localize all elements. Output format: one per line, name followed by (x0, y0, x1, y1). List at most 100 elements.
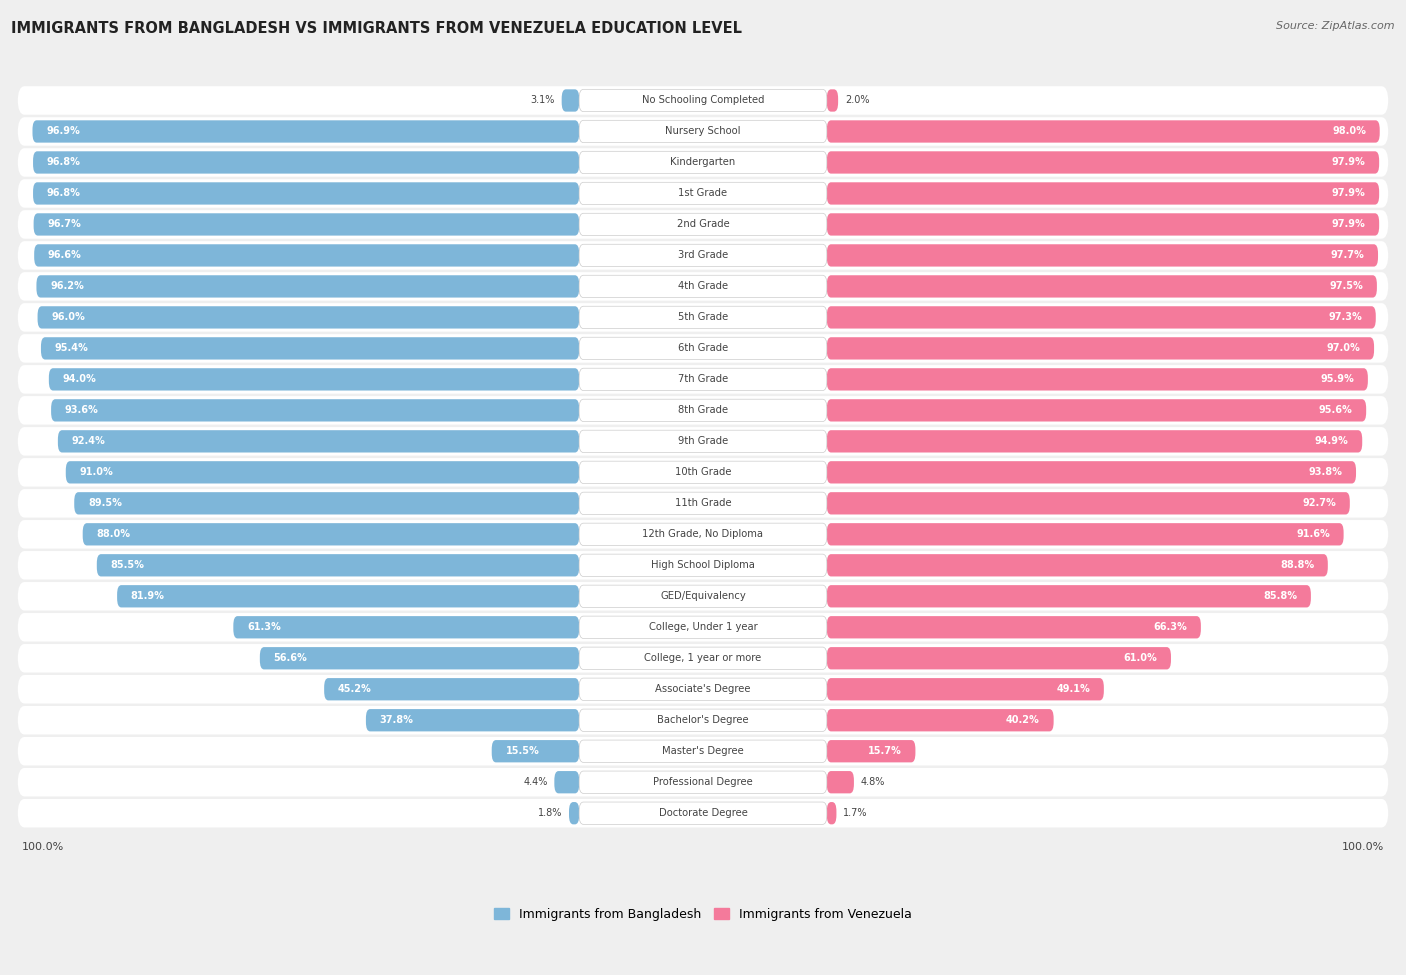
FancyBboxPatch shape (260, 647, 579, 670)
FancyBboxPatch shape (18, 582, 1388, 610)
FancyBboxPatch shape (18, 799, 1388, 828)
FancyBboxPatch shape (579, 214, 827, 236)
Text: 97.3%: 97.3% (1329, 312, 1362, 323)
FancyBboxPatch shape (58, 430, 579, 452)
Text: GED/Equivalency: GED/Equivalency (661, 591, 745, 602)
FancyBboxPatch shape (41, 337, 579, 360)
FancyBboxPatch shape (233, 616, 579, 639)
Text: 94.9%: 94.9% (1315, 437, 1348, 447)
FancyBboxPatch shape (18, 117, 1388, 145)
Text: 61.0%: 61.0% (1123, 653, 1157, 663)
FancyBboxPatch shape (827, 151, 1379, 174)
Text: High School Diploma: High School Diploma (651, 561, 755, 570)
Text: 1.8%: 1.8% (537, 808, 562, 818)
FancyBboxPatch shape (18, 737, 1388, 765)
FancyBboxPatch shape (579, 492, 827, 515)
FancyBboxPatch shape (827, 524, 1344, 545)
FancyBboxPatch shape (827, 461, 1355, 484)
Text: 97.0%: 97.0% (1327, 343, 1361, 353)
FancyBboxPatch shape (579, 771, 827, 794)
FancyBboxPatch shape (18, 148, 1388, 176)
FancyBboxPatch shape (579, 90, 827, 111)
Text: 49.1%: 49.1% (1056, 684, 1090, 694)
Text: Nursery School: Nursery School (665, 127, 741, 136)
Text: 93.6%: 93.6% (65, 406, 98, 415)
Text: 97.9%: 97.9% (1331, 219, 1365, 229)
FancyBboxPatch shape (579, 337, 827, 360)
Text: 97.9%: 97.9% (1331, 188, 1365, 199)
Text: 56.6%: 56.6% (274, 653, 308, 663)
FancyBboxPatch shape (579, 585, 827, 607)
FancyBboxPatch shape (827, 369, 1368, 391)
FancyBboxPatch shape (827, 214, 1379, 236)
FancyBboxPatch shape (579, 151, 827, 174)
FancyBboxPatch shape (579, 678, 827, 700)
FancyBboxPatch shape (579, 524, 827, 545)
Text: 7th Grade: 7th Grade (678, 374, 728, 384)
FancyBboxPatch shape (827, 554, 1327, 576)
Text: College, 1 year or more: College, 1 year or more (644, 653, 762, 663)
Text: 93.8%: 93.8% (1309, 467, 1343, 478)
Text: 94.0%: 94.0% (63, 374, 97, 384)
FancyBboxPatch shape (18, 644, 1388, 673)
Text: 96.9%: 96.9% (46, 127, 80, 136)
FancyBboxPatch shape (18, 303, 1388, 332)
Text: 88.8%: 88.8% (1279, 561, 1315, 570)
Text: 85.5%: 85.5% (111, 561, 145, 570)
Text: 37.8%: 37.8% (380, 716, 413, 725)
FancyBboxPatch shape (18, 86, 1388, 115)
FancyBboxPatch shape (827, 90, 838, 111)
Text: 8th Grade: 8th Grade (678, 406, 728, 415)
FancyBboxPatch shape (579, 430, 827, 452)
Text: 100.0%: 100.0% (1341, 842, 1384, 852)
Text: 4th Grade: 4th Grade (678, 282, 728, 292)
FancyBboxPatch shape (827, 182, 1379, 205)
Text: 40.2%: 40.2% (1007, 716, 1040, 725)
Text: Master's Degree: Master's Degree (662, 746, 744, 757)
FancyBboxPatch shape (18, 675, 1388, 704)
Text: 96.0%: 96.0% (52, 312, 86, 323)
Text: Bachelor's Degree: Bachelor's Degree (657, 716, 749, 725)
FancyBboxPatch shape (18, 613, 1388, 642)
FancyBboxPatch shape (579, 647, 827, 670)
Text: 92.7%: 92.7% (1302, 498, 1336, 508)
Text: 15.5%: 15.5% (506, 746, 540, 757)
Text: 96.8%: 96.8% (46, 157, 80, 168)
FancyBboxPatch shape (34, 245, 579, 266)
Text: 95.6%: 95.6% (1319, 406, 1353, 415)
Text: Professional Degree: Professional Degree (654, 777, 752, 787)
FancyBboxPatch shape (18, 241, 1388, 270)
FancyBboxPatch shape (827, 740, 915, 762)
Text: 96.6%: 96.6% (48, 251, 82, 260)
FancyBboxPatch shape (18, 427, 1388, 455)
Text: 66.3%: 66.3% (1153, 622, 1187, 632)
Text: 3.1%: 3.1% (530, 96, 555, 105)
FancyBboxPatch shape (18, 768, 1388, 797)
FancyBboxPatch shape (34, 182, 579, 205)
FancyBboxPatch shape (827, 616, 1201, 639)
FancyBboxPatch shape (18, 489, 1388, 518)
Text: 97.7%: 97.7% (1330, 251, 1364, 260)
FancyBboxPatch shape (579, 120, 827, 142)
FancyBboxPatch shape (827, 647, 1171, 670)
FancyBboxPatch shape (38, 306, 579, 329)
FancyBboxPatch shape (579, 554, 827, 576)
Text: 5th Grade: 5th Grade (678, 312, 728, 323)
Text: 61.3%: 61.3% (247, 622, 281, 632)
Text: 91.0%: 91.0% (80, 467, 114, 478)
Text: 10th Grade: 10th Grade (675, 467, 731, 478)
FancyBboxPatch shape (827, 245, 1378, 266)
Text: Doctorate Degree: Doctorate Degree (658, 808, 748, 818)
FancyBboxPatch shape (18, 520, 1388, 549)
Text: 88.0%: 88.0% (97, 529, 131, 539)
FancyBboxPatch shape (561, 90, 579, 111)
Text: 89.5%: 89.5% (89, 498, 122, 508)
FancyBboxPatch shape (32, 120, 579, 142)
FancyBboxPatch shape (827, 399, 1367, 421)
FancyBboxPatch shape (579, 306, 827, 329)
FancyBboxPatch shape (579, 245, 827, 266)
Text: No Schooling Completed: No Schooling Completed (641, 96, 765, 105)
FancyBboxPatch shape (117, 585, 579, 607)
Text: College, Under 1 year: College, Under 1 year (648, 622, 758, 632)
Text: 96.8%: 96.8% (46, 188, 80, 199)
